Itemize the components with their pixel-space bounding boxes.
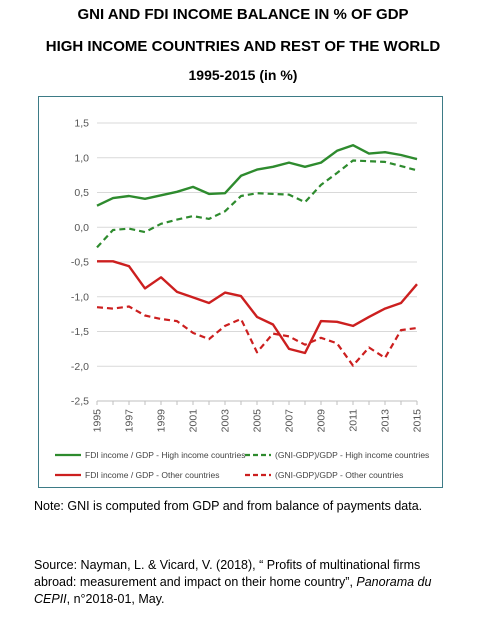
x-tick-label: 2005: [252, 409, 264, 433]
y-tick-label: -1,0: [71, 291, 89, 303]
y-tick-label: -1,5: [71, 326, 89, 338]
chart-subtitle: HIGH INCOME COUNTRIES AND REST OF THE WO…: [45, 38, 441, 55]
series-line-1: [96, 144, 418, 207]
x-tick-label: 1997: [124, 409, 136, 433]
y-tick-label: -2,0: [71, 361, 89, 373]
x-tick-label: 2003: [220, 409, 232, 433]
x-tick-label: 2015: [412, 409, 424, 433]
source-text: Source: Nayman, L. & Vicard, V. (2018), …: [34, 557, 464, 608]
chart-title: GNI AND FDI INCOME BALANCE IN % OF GDP: [77, 6, 409, 23]
note-text: Note: GNI is computed from GDP and from …: [34, 499, 423, 513]
source-suffix: , n°2018-01, May.: [66, 592, 165, 606]
chart-frame: 1,5 1,0 0,5 0,0 -0,5 -1,0 -1,5 -2,0 -2,5 1995 1997…: [38, 96, 443, 488]
x-tick-label: 1999: [156, 409, 168, 433]
x-tick-label: 2001: [188, 409, 200, 433]
y-tick-label: 1,0: [74, 152, 89, 164]
legend-label-1: FDI income / GDP - High income countries: [85, 450, 245, 460]
legend-label-3: FDI income / GDP - Other countries: [85, 470, 219, 480]
legend-label-2: (GNI-GDP)/GDP - High income countries: [275, 450, 429, 460]
x-tick-label: 2009: [316, 409, 328, 433]
x-tick-label: 1995: [92, 409, 104, 433]
y-tick-label: 0,0: [74, 222, 89, 234]
series-line-2: [96, 159, 418, 249]
x-tick-label: 2007: [284, 409, 296, 433]
series-line-4: [96, 305, 418, 367]
chart-period: 1995-2015 (in %): [188, 67, 298, 83]
source-prefix: Source: Nayman, L. & Vicard, V. (2018), …: [34, 558, 421, 589]
source-journal: Panorama du CEPII: [34, 575, 432, 606]
y-tick-label: 0,5: [74, 187, 89, 199]
y-tick-label: 1,5: [74, 118, 89, 130]
legend-label-4: (GNI-GDP)/GDP - Other countries: [275, 470, 403, 480]
x-tick-label: 2013: [380, 409, 392, 433]
series-line-3: [97, 260, 418, 355]
y-tick-label: -0,5: [71, 257, 89, 269]
y-tick-label: -2,5: [71, 396, 89, 408]
x-tick-label: 2011: [348, 409, 360, 432]
